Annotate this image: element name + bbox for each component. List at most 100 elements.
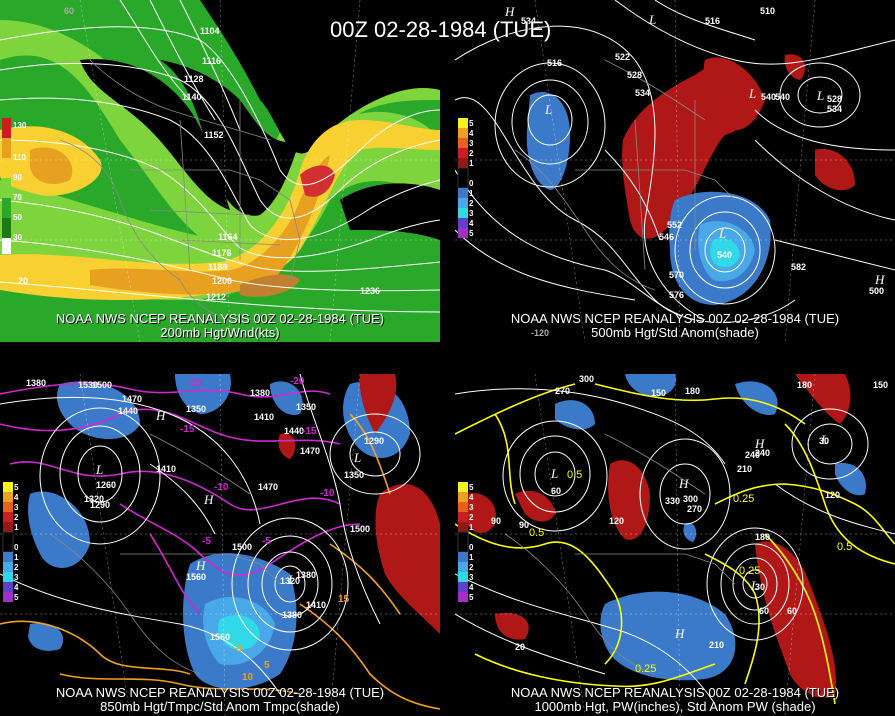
contour-label: 1410 (306, 600, 326, 610)
legend-label: 3 (14, 503, 19, 512)
legend-label: 2 (14, 563, 19, 572)
pw-label: 0.5 (529, 527, 544, 539)
contour-label: 120 (825, 490, 840, 500)
legend-label: 4 (469, 493, 474, 502)
high-marker: H (195, 558, 206, 573)
isotherm-label: -20 (290, 376, 305, 387)
panel-1000mb[interactable]: 300 270 180 150 240 210 330 300 270 180 … (455, 374, 895, 716)
contour-label: 1500 (92, 380, 112, 390)
low-marker: L (550, 466, 558, 481)
map-500mb: 534 516 510 522 528 534 540 516 552 546 … (455, 0, 895, 342)
contour-label: 1104 (200, 26, 220, 36)
contour-label: 240 (745, 450, 760, 460)
legend-label: 0 (469, 179, 474, 188)
contour-label: 30 (755, 582, 765, 592)
high-marker: H (203, 492, 214, 507)
coastline-lines (49, 433, 281, 675)
contour-label: 150 (651, 388, 666, 398)
contour-label: 240 (755, 448, 770, 458)
isotherm-label: -10 (320, 488, 335, 499)
map-1000mb: 300 270 180 150 240 210 330 300 270 180 … (455, 374, 895, 716)
contour-label: 120 (609, 516, 624, 526)
wind-legend: 130 110 90 70 50 30 (2, 118, 27, 254)
contour-label: 534 (827, 104, 842, 114)
contour-label: 528 (827, 94, 842, 104)
legend-label: 5 (469, 229, 474, 238)
legend-label: 5 (469, 119, 474, 128)
legend-label: 2 (469, 513, 474, 522)
contour-label: 576 (669, 290, 684, 300)
pw-label: 0.25 (635, 663, 656, 675)
contour-label: 330 (665, 496, 680, 506)
legend-label: 3 (469, 573, 474, 582)
coastline-lines (504, 433, 736, 675)
legend-label: 2 (469, 563, 474, 572)
panel-200mb[interactable]: 1104 1116 1128 1140 1152 1164 1176 1188 … (0, 0, 440, 342)
contour-label: 1212 (206, 292, 226, 302)
panel-500mb[interactable]: 534 516 510 522 528 534 540 516 552 546 … (455, 0, 895, 342)
legend-label: 130 (13, 121, 27, 130)
contour-label: 540 (775, 92, 790, 102)
contour-label: 1188 (208, 262, 228, 272)
legend-label: 5 (14, 483, 19, 492)
contour-label: 90 (491, 516, 501, 526)
legend-label: 1 (14, 553, 19, 562)
contour-label: 1530 (78, 380, 98, 390)
legend-label: 4 (469, 129, 474, 138)
contour-label: 150 (873, 380, 888, 390)
contour-label: 1350 (296, 402, 316, 412)
contour-label: 1116 (202, 56, 221, 66)
legend-label: 90 (13, 173, 22, 182)
contour-label: 1560 (186, 572, 206, 582)
low-marker: L (287, 572, 295, 587)
legend-label: 1 (469, 189, 474, 198)
contour-label: 1380 (26, 378, 46, 388)
isotherm-label: -15 (302, 426, 317, 437)
contour-label: 1440 (284, 426, 304, 436)
contour-label: 522 (615, 52, 630, 62)
high-marker: H (155, 408, 166, 423)
legend-label: 4 (14, 583, 19, 592)
contour-label: 1350 (344, 470, 364, 480)
legend-label: 110 (13, 153, 26, 162)
contour-label: 1380 (250, 388, 270, 398)
low-marker: L (820, 432, 828, 447)
pw-label: 0.25 (739, 565, 760, 577)
panel-caption-field: 850mb Hgt/Tmpc/Std Anom Tmpc(shade) (100, 699, 340, 714)
contour-label: 1320 (280, 576, 300, 586)
contour-label: 528 (627, 70, 642, 80)
contour-label: 570 (669, 270, 684, 280)
low-marker: L (750, 578, 758, 593)
contour-label: 1410 (156, 464, 176, 474)
contour-label: 1260 (96, 480, 116, 490)
contour-label: 516 (705, 16, 720, 26)
panel-caption-field: 200mb Hgt/Wnd(kts) (160, 325, 280, 340)
legend-label: 3 (469, 503, 474, 512)
panel-850mb[interactable]: 1530 1500 1470 1440 1380 1350 1320 1290 … (0, 374, 440, 716)
coastline-lines (59, 59, 301, 321)
panel-caption-title: NOAA NWS NCEP REANALYSIS 00Z 02-28-1984 … (55, 685, 385, 700)
contour-label: 552 (667, 220, 682, 230)
page-title: 00Z 02-28-1984 (TUE) (330, 17, 552, 42)
contour-labels-1000mb: 300 270 180 150 240 210 330 300 270 180 … (491, 374, 888, 675)
contour-labels-200mb: 1104 1116 1128 1140 1152 1164 1176 1188 … (18, 6, 380, 302)
contour-label: 534 (521, 16, 536, 26)
contour-label: 270 (687, 504, 702, 514)
legend-label: 5 (469, 483, 474, 492)
low-marker: L (816, 88, 824, 103)
legend-label: 3 (469, 209, 474, 218)
anomaly-legend: 5 4 3 2 1 0 1 2 3 4 5 (457, 118, 474, 238)
panel-caption-field: 1000mb Hgt, PW(inches), Std Anom PW (sha… (534, 699, 816, 714)
legend-label: 2 (469, 199, 474, 208)
contour-label: 1380 (296, 570, 316, 580)
legend-label: 1 (469, 523, 474, 532)
legend-label: 0 (14, 543, 19, 552)
contour-label: 30 (819, 436, 829, 446)
pw-label: 0.5 (837, 541, 852, 553)
legend-label: 0 (469, 543, 474, 552)
legend-label: 4 (14, 493, 19, 502)
map-850mb: 1530 1500 1470 1440 1380 1350 1320 1290 … (0, 374, 440, 716)
low-marker: L (718, 226, 726, 241)
legend-label: 1 (469, 553, 474, 562)
high-marker: H (674, 626, 685, 641)
